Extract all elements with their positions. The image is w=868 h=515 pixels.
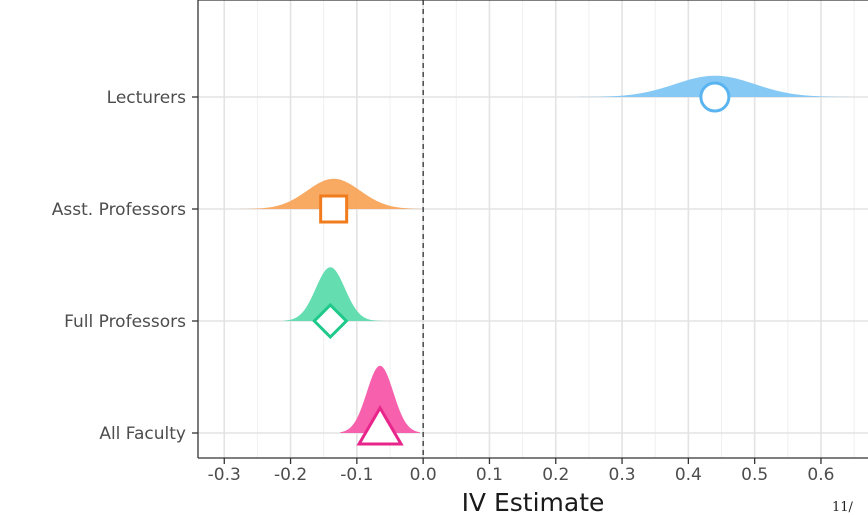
x-tick-label: -0.2 [274, 465, 307, 485]
x-tick-label: 0.4 [675, 465, 702, 485]
density-all-faculty [340, 365, 420, 433]
density-asst-professors [240, 178, 424, 209]
estimate-triangle-marker [356, 405, 404, 446]
y-category-label: Full Professors [64, 312, 186, 332]
plot-panel [198, 0, 868, 458]
x-tick-label: 0.0 [410, 465, 437, 485]
estimate-diamond-marker [312, 302, 349, 340]
y-category-label: Asst. Professors [52, 200, 186, 220]
density-full-professors [283, 267, 384, 321]
x-tick-label: 0.6 [807, 465, 834, 485]
y-axis: Lecturers Asst. Professors Full Professors… [52, 88, 198, 444]
x-tick-label: -0.1 [340, 465, 373, 485]
page-number: 11/ [832, 500, 853, 515]
x-tick-label: 0.2 [542, 465, 569, 485]
y-category-label: Lecturers [107, 88, 186, 108]
point-estimate-layer [312, 81, 731, 446]
x-tick-label: -0.3 [208, 465, 241, 485]
x-tick-label: 0.5 [741, 465, 768, 485]
x-tick-label: 0.1 [476, 465, 503, 485]
estimate-square-marker [319, 194, 349, 224]
x-axis: -0.3 -0.2 -0.1 0.0 0.1 0.2 0.3 0.4 0.5 0.6 [208, 458, 834, 485]
x-axis-title: IV Estimate [462, 488, 605, 515]
grid-minor [256, 0, 855, 458]
x-tick-label: 0.3 [609, 465, 636, 485]
y-category-label: All Faculty [99, 424, 186, 444]
estimate-circle-marker [699, 81, 731, 113]
